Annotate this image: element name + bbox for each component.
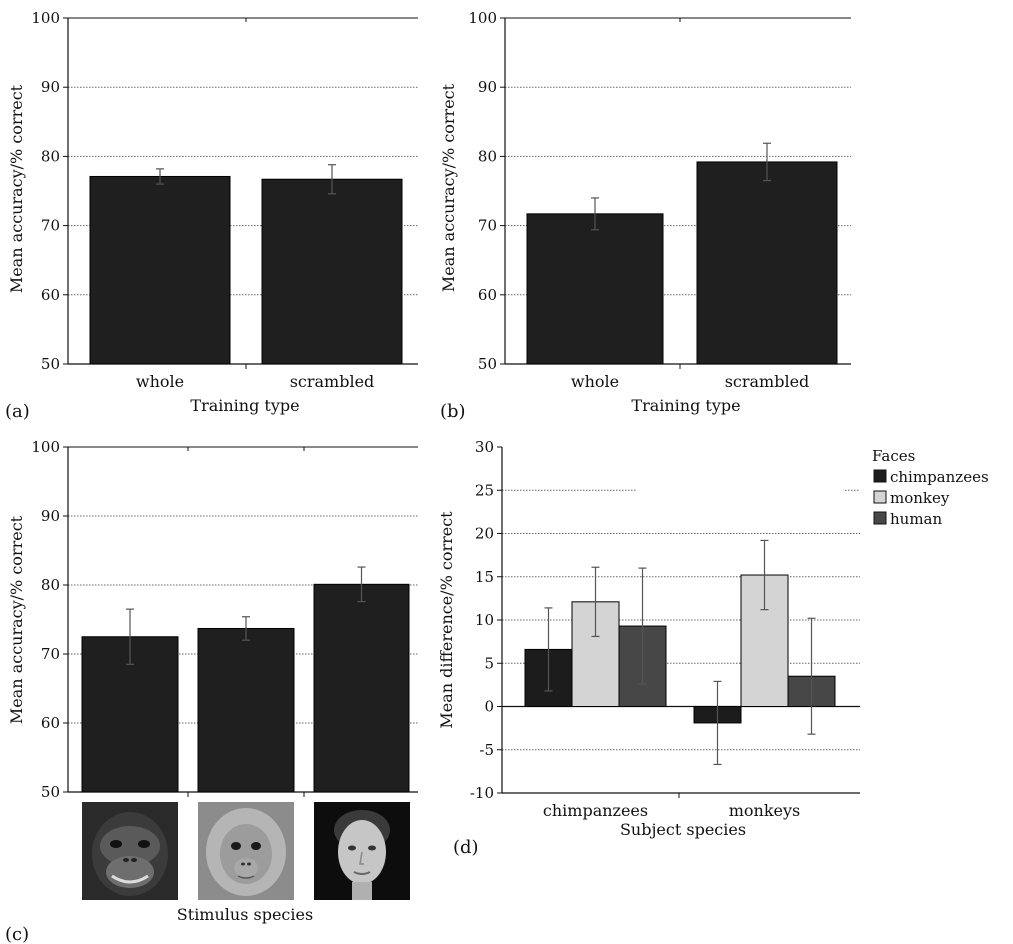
- legend-label-chimpanzees: chimpanzees: [890, 468, 989, 486]
- y-tick-label: -10: [470, 784, 494, 802]
- panel-b: Mean accuracy/% correct Training type (b…: [439, 9, 851, 422]
- y-tick-label: 90: [41, 78, 60, 96]
- panel-c-xlabel: Stimulus species: [177, 905, 313, 924]
- bar-monkey-face: [197, 627, 295, 793]
- x-tick-label: scrambled: [725, 372, 810, 391]
- panel-a: Mean accuracy/% correct Training type (a…: [5, 9, 418, 422]
- legend-title: Faces: [872, 447, 915, 465]
- y-tick-label: 30: [475, 438, 494, 456]
- y-tick-label: 10: [475, 611, 494, 629]
- x-tick-label: monkeys: [729, 801, 801, 820]
- y-tick-label: 5: [484, 654, 494, 672]
- bar-scrambled: [261, 178, 403, 365]
- legend-swatch-chimpanzees: [873, 469, 887, 483]
- panel-a-letter: (a): [5, 401, 30, 422]
- x-tick-label: whole: [571, 372, 619, 391]
- y-tick-label: 70: [41, 217, 60, 235]
- chimpanzee-face-photo: [82, 802, 178, 900]
- panel-c-letter: (c): [5, 924, 29, 944]
- y-tick-label: 60: [478, 286, 497, 304]
- x-tick-label: whole: [136, 372, 184, 391]
- y-tick-label: 50: [41, 355, 60, 373]
- y-tick-label: 90: [478, 78, 497, 96]
- monkey-face-photo: [198, 802, 294, 900]
- y-tick-label: 0: [484, 698, 494, 716]
- legend-label-human: human: [890, 510, 942, 528]
- panel-b-xlabel: Training type: [631, 396, 740, 415]
- y-tick-label: 50: [41, 783, 60, 801]
- panel-b-ylabel: Mean accuracy/% correct: [439, 83, 458, 292]
- panel-d-ylabel: Mean difference/% correct: [437, 511, 456, 729]
- bar-whole: [526, 213, 664, 365]
- legend-swatch-monkey: [873, 490, 887, 504]
- y-tick-label: 70: [478, 217, 497, 235]
- y-tick-label: 25: [475, 481, 494, 499]
- panel-c-ylabel: Mean accuracy/% correct: [7, 515, 26, 724]
- y-tick-label: 80: [478, 147, 497, 165]
- panel-a-xlabel: Training type: [190, 396, 299, 415]
- human-face-photo: [314, 802, 410, 900]
- x-tick-label: scrambled: [290, 372, 375, 391]
- y-tick-label: 100: [31, 9, 60, 27]
- y-tick-label: 60: [41, 714, 60, 732]
- y-tick-label: 20: [475, 525, 494, 543]
- x-tick-label: chimpanzees: [543, 801, 648, 820]
- y-tick-label: 90: [41, 507, 60, 525]
- bar-whole: [89, 175, 231, 365]
- legend-label-monkey: monkey: [890, 489, 950, 507]
- panel-c: Mean accuracy/% correct Stimulus species…: [5, 438, 418, 944]
- panel-b-letter: (b): [440, 401, 466, 422]
- panel-a-ylabel: Mean accuracy/% correct: [7, 84, 26, 293]
- panel-d: Mean difference/% correct Subject specie…: [437, 438, 989, 858]
- legend-swatch-human: [873, 511, 887, 525]
- y-tick-label: 100: [31, 438, 60, 456]
- panel-d-letter: (d): [453, 837, 479, 858]
- panel-d-xlabel: Subject species: [620, 820, 746, 839]
- y-tick-label: 80: [41, 147, 60, 165]
- y-tick-label: 80: [41, 576, 60, 594]
- bar-human-face: [313, 583, 410, 793]
- y-tick-label: 60: [41, 286, 60, 304]
- panel-d-legend: Faces chimpanzees monkey human: [872, 447, 989, 528]
- bar-scrambled: [696, 161, 838, 365]
- y-tick-label: 70: [41, 645, 60, 663]
- y-tick-label: 50: [478, 355, 497, 373]
- y-tick-label: 15: [475, 568, 494, 586]
- y-tick-label: 100: [468, 9, 497, 27]
- y-tick-label: -5: [479, 741, 494, 759]
